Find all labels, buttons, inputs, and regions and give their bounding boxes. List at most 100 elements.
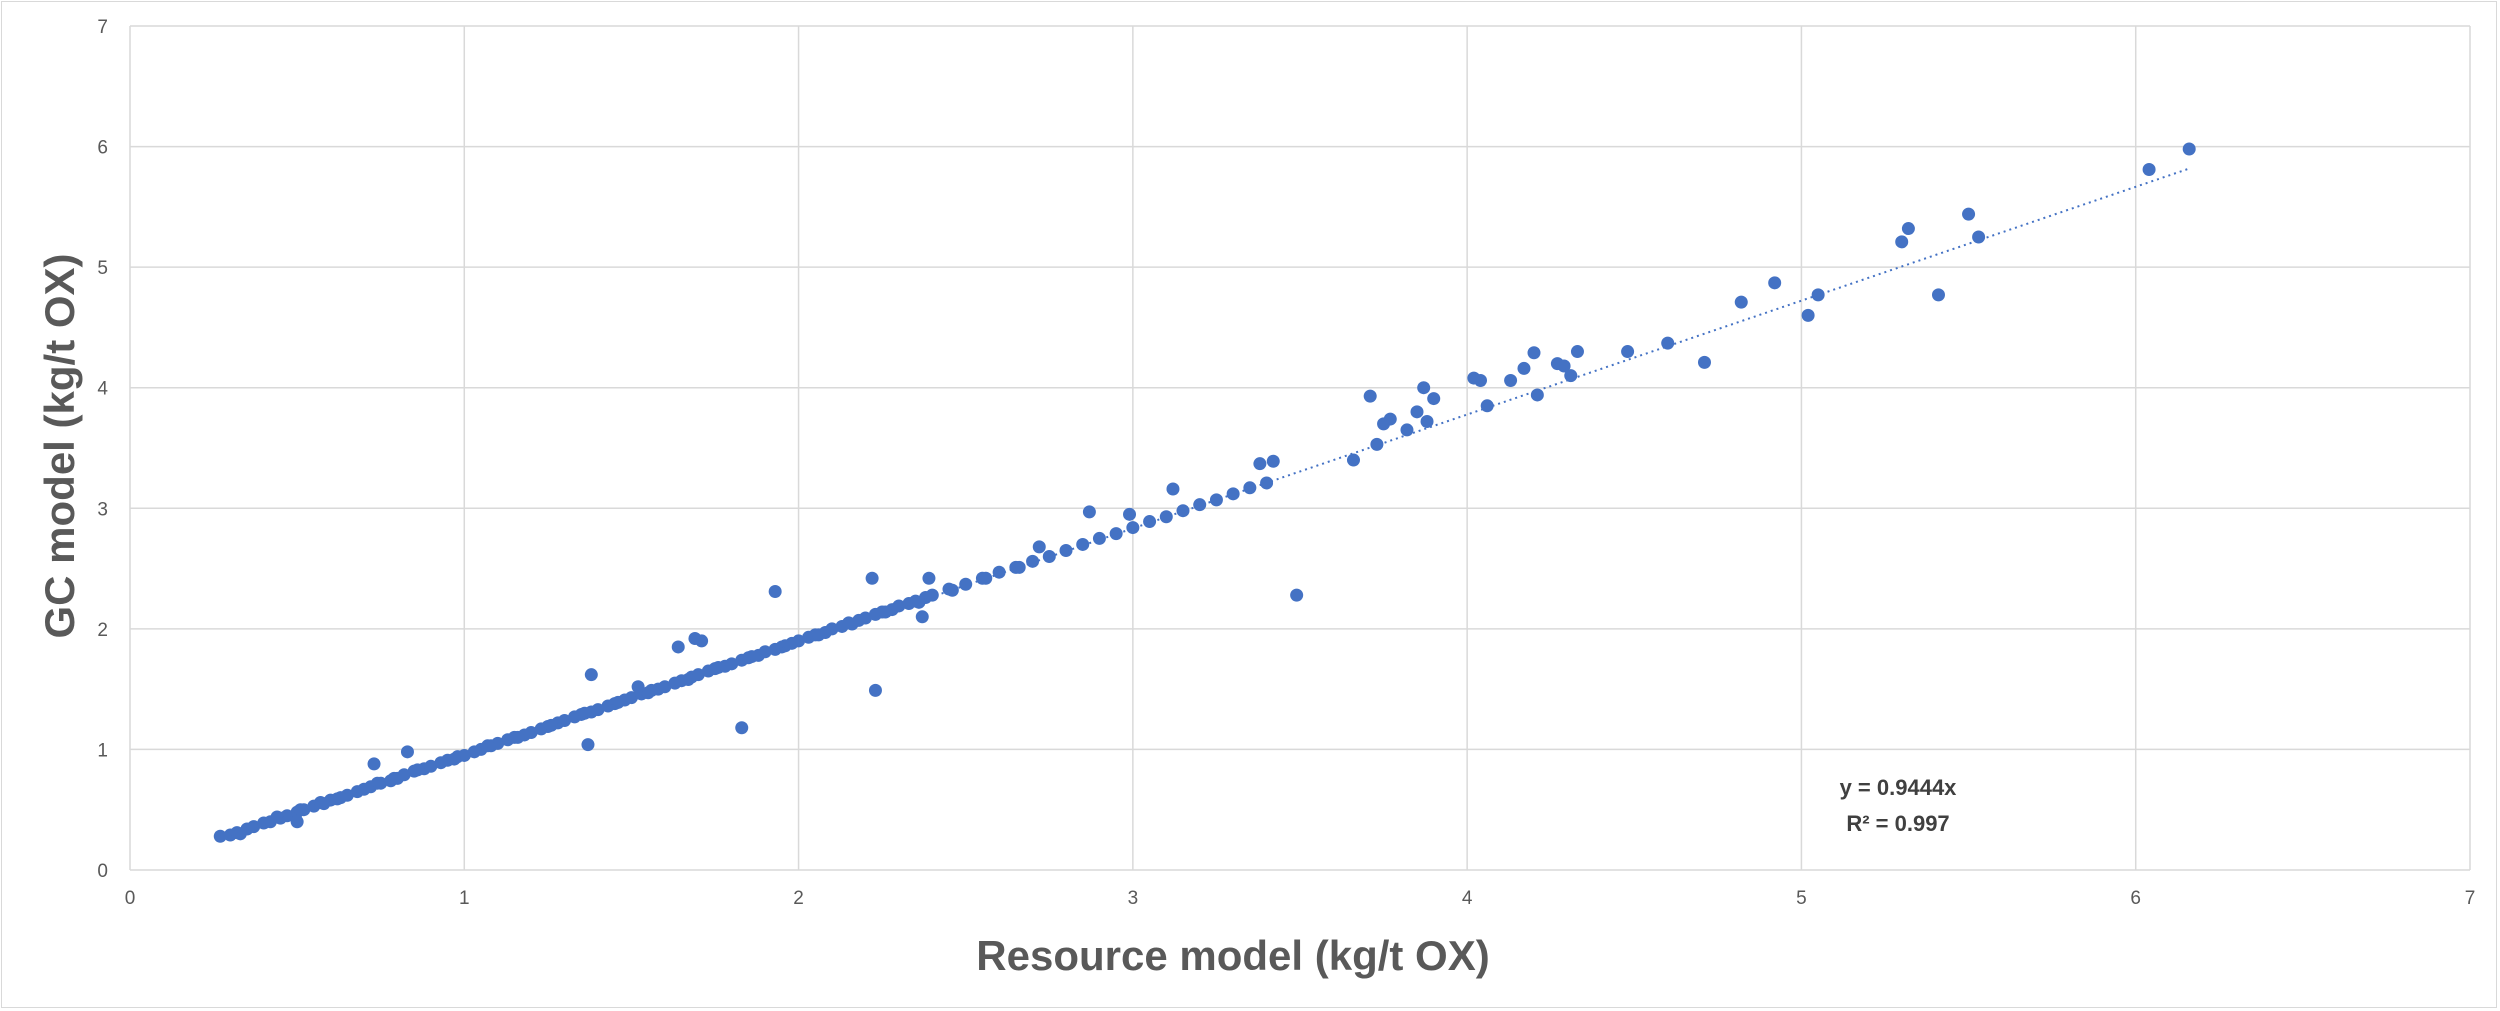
data-point — [410, 763, 424, 777]
data-point — [892, 599, 906, 613]
data-point — [367, 757, 381, 771]
data-point — [865, 571, 879, 585]
x-tick-label: 0 — [125, 888, 136, 909]
data-point — [1143, 515, 1157, 529]
data-point — [1266, 454, 1280, 468]
data-point — [1697, 355, 1711, 369]
x-tick-label: 2 — [793, 888, 804, 909]
data-point — [293, 803, 307, 817]
data-point — [945, 583, 959, 597]
data-point — [1480, 399, 1494, 413]
y-tick-label: 2 — [97, 620, 108, 641]
y-tick-label: 4 — [97, 379, 108, 400]
data-point — [681, 672, 695, 686]
y-tick-label: 5 — [97, 258, 108, 279]
data-point — [745, 650, 759, 664]
data-point — [925, 588, 939, 602]
data-point — [812, 628, 826, 642]
data-point — [671, 640, 685, 654]
data-point — [524, 726, 538, 740]
data-point — [1621, 345, 1635, 359]
data-point — [691, 668, 705, 682]
data-point — [1076, 537, 1090, 551]
trendline-r2: R² = 0.997 — [1846, 811, 1949, 836]
y-tick-label: 0 — [97, 861, 108, 882]
data-point — [1012, 560, 1026, 574]
data-point — [1400, 423, 1414, 437]
data-point — [611, 695, 625, 709]
data-point — [1962, 207, 1976, 221]
data-point — [1517, 361, 1531, 375]
data-point — [644, 683, 658, 697]
x-tick-label: 4 — [1462, 888, 1473, 909]
data-point — [631, 680, 645, 694]
data-point — [1570, 345, 1584, 359]
data-point — [1427, 392, 1441, 406]
data-point — [1370, 437, 1384, 451]
data-point — [1901, 222, 1915, 236]
data-point — [768, 584, 782, 598]
data-point — [397, 768, 411, 782]
data-point — [424, 759, 438, 773]
data-point — [992, 565, 1006, 579]
data-point — [1092, 531, 1106, 545]
data-point — [1734, 295, 1748, 309]
data-point — [624, 691, 638, 705]
data-point — [1383, 412, 1397, 426]
data-point — [735, 721, 749, 735]
data-point — [1290, 588, 1304, 602]
data-point — [922, 571, 936, 585]
data-point — [1226, 487, 1240, 501]
data-point — [591, 703, 605, 717]
data-point — [1193, 498, 1207, 512]
data-point — [1123, 507, 1137, 521]
data-point — [1042, 550, 1056, 564]
data-point — [233, 827, 247, 841]
x-tick-label: 7 — [2465, 888, 2476, 909]
data-point — [1082, 505, 1096, 519]
data-point — [1166, 482, 1180, 496]
data-point — [1530, 388, 1544, 402]
data-point — [481, 739, 495, 753]
data-point — [1972, 230, 1986, 244]
trendline-equation: y = 0.9444x — [1840, 775, 1958, 800]
data-point — [1895, 235, 1909, 249]
data-point — [1504, 373, 1518, 387]
y-tick-label: 7 — [97, 17, 108, 38]
data-point — [1768, 276, 1782, 290]
data-point — [1811, 288, 1825, 302]
y-tick-label: 3 — [97, 499, 108, 520]
data-point — [711, 660, 725, 674]
data-point — [1661, 336, 1675, 350]
data-point — [581, 738, 595, 752]
data-point — [1059, 543, 1073, 557]
data-point — [213, 829, 227, 843]
y-tick-label: 6 — [97, 138, 108, 159]
data-point — [370, 776, 384, 790]
data-point — [959, 577, 973, 591]
data-point — [915, 610, 929, 624]
x-tick-label: 3 — [1128, 888, 1139, 909]
data-point — [725, 657, 739, 671]
gridlines — [129, 25, 2471, 871]
data-point — [1109, 527, 1123, 541]
data-point — [1253, 457, 1267, 471]
data-point — [1474, 373, 1488, 387]
data-point — [280, 809, 294, 823]
data-point — [858, 611, 872, 625]
y-axis-title: GC model (kg/t OX) — [36, 253, 83, 638]
data-point — [511, 730, 525, 744]
data-point — [1557, 359, 1571, 373]
data-point — [868, 683, 882, 697]
data-point — [1931, 288, 1945, 302]
x-tick-labels: 0 1 2 3 4 5 6 7 — [125, 888, 2476, 909]
data-point — [544, 718, 558, 732]
data-point — [758, 645, 772, 659]
data-point — [1346, 453, 1360, 467]
data-point — [1159, 510, 1173, 524]
data-point — [387, 771, 401, 785]
data-point — [695, 634, 709, 648]
data-point — [1363, 389, 1377, 403]
